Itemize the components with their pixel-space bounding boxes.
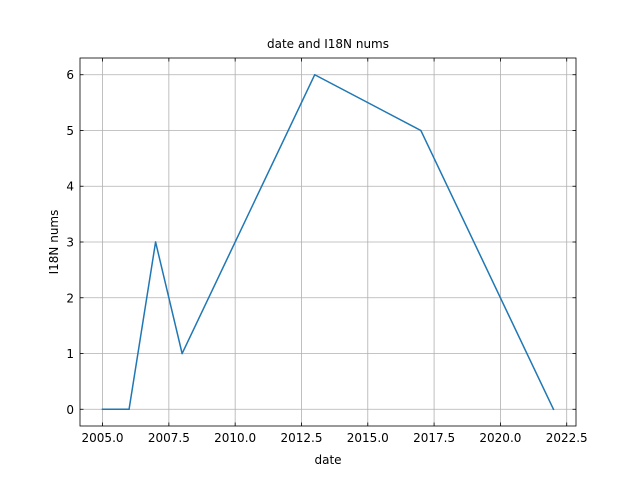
data-point xyxy=(101,408,104,411)
y-tick-label: 0 xyxy=(66,403,74,417)
x-tick-label: 2022.5 xyxy=(546,431,588,445)
grid-layer xyxy=(80,58,576,426)
y-tick-label: 2 xyxy=(66,291,74,305)
data-point xyxy=(552,408,555,411)
chart-title: date and I18N nums xyxy=(267,37,389,51)
x-tick-label: 2020.0 xyxy=(479,431,521,445)
y-tick-label: 6 xyxy=(66,68,74,82)
data-point xyxy=(420,129,422,132)
x-tick-label: 2012.5 xyxy=(280,431,322,445)
data-point xyxy=(128,408,130,411)
series-layer xyxy=(101,73,555,411)
y-axis-label: I18N nums xyxy=(47,210,61,275)
y-tick-label: 4 xyxy=(66,180,74,194)
x-tick-label: 2017.5 xyxy=(413,431,455,445)
data-point xyxy=(181,352,183,355)
y-tick-label: 3 xyxy=(66,236,74,250)
y-tick-label: 1 xyxy=(66,347,74,361)
x-tick-label: 2007.5 xyxy=(148,431,190,445)
x-tick-label: 2005.0 xyxy=(82,431,124,445)
data-point xyxy=(313,73,316,76)
tick-layer: 2005.0 2007.5 2010.0 2012.5 2015.0 2017.5 2020… xyxy=(66,58,588,445)
y-tick-label: 5 xyxy=(66,124,74,138)
data-point xyxy=(154,241,157,243)
x-tick-label: 2010.0 xyxy=(214,431,256,445)
x-tick-label: 2015.0 xyxy=(347,431,389,445)
x-axis-label: date xyxy=(314,453,341,467)
